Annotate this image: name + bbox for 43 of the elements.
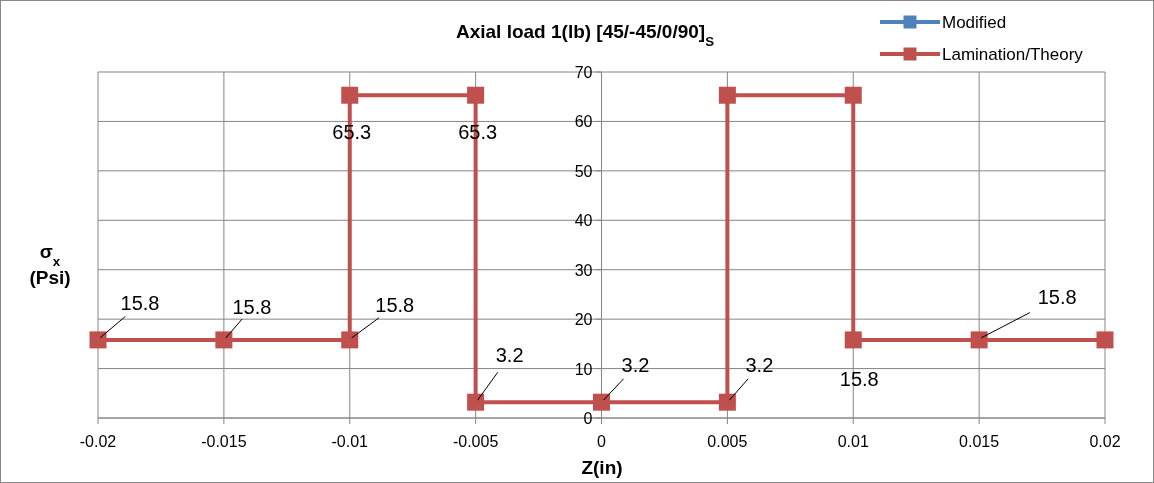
y-tick-label: 10	[574, 360, 593, 378]
data-label: 15.8	[1037, 285, 1077, 308]
point	[970, 331, 988, 349]
point	[593, 393, 610, 411]
x-tick-label: 0.02	[1089, 433, 1121, 450]
data-label: 15.8	[120, 291, 160, 314]
point	[215, 331, 233, 349]
x-tick-label: -0.01	[331, 433, 369, 450]
y-tick-label: 40	[574, 212, 593, 230]
y-tick-label: 20	[574, 311, 593, 329]
point	[89, 331, 107, 349]
x-axis-title: Z(in)	[581, 457, 623, 478]
x-tick-label: 0.005	[707, 433, 748, 450]
x-tick-label: 0.01	[837, 433, 869, 450]
data-label: 3.2	[621, 354, 650, 377]
y-tick-label: 50	[574, 162, 593, 180]
x-tick-label: -0.005	[452, 433, 499, 450]
x-tick-label: 0.015	[959, 433, 1000, 450]
data-label: 3.2	[495, 344, 524, 367]
data-label: 3.2	[745, 354, 774, 377]
chart-title: Axial load 1(lb) [45/-45/0/90]$_{S}$	[455, 21, 715, 49]
point	[718, 86, 736, 104]
point	[467, 86, 485, 104]
point	[844, 331, 862, 349]
point	[844, 86, 862, 104]
y-tick-label: 30	[574, 261, 593, 279]
x-tick-label: 0	[597, 433, 607, 450]
data-label: 15.8	[839, 367, 879, 390]
point	[341, 86, 359, 104]
y-tick-label: 70	[574, 64, 593, 81]
point	[718, 393, 736, 411]
x-tick-label: -0.015	[201, 433, 247, 450]
x-tick-label: -0.02	[79, 433, 117, 450]
y-tick-label: 0	[583, 410, 593, 427]
data-label: 15.8	[375, 293, 415, 316]
point	[467, 393, 485, 411]
y-axis-title: σ$_{x}$ (Psi)	[29, 241, 71, 288]
y-tick-label: 60	[574, 113, 593, 131]
point	[1096, 331, 1114, 349]
data-label: 15.8	[232, 295, 272, 318]
legend-label: Modified	[942, 13, 1007, 32]
point	[341, 331, 359, 349]
legend-label: Lamination/Theory	[942, 45, 1084, 64]
